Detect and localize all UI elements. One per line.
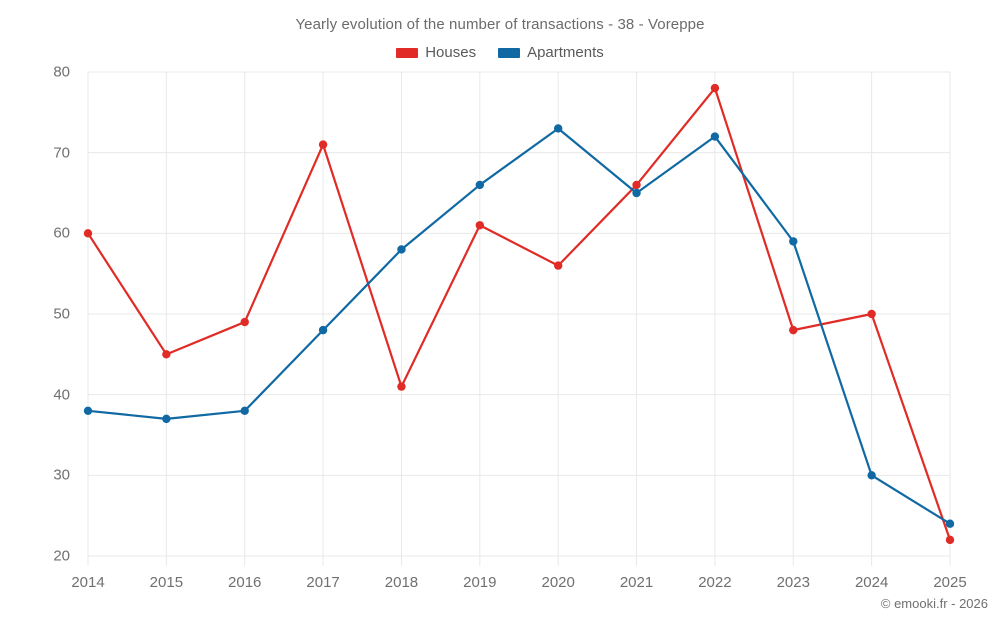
- y-axis-tick-label: 20: [53, 547, 70, 565]
- y-axis-tick-label: 60: [53, 224, 70, 242]
- data-point[interactable]: [475, 180, 485, 190]
- legend-swatch-houses: [396, 47, 419, 58]
- chart-legend: Houses Apartments: [0, 44, 1000, 61]
- data-point[interactable]: [710, 132, 720, 141]
- x-axis-tick-label: 2021: [619, 574, 654, 591]
- data-point[interactable]: [632, 180, 641, 190]
- data-point[interactable]: [553, 261, 563, 270]
- legend-item-apartments[interactable]: Apartments: [498, 44, 604, 61]
- y-axis-tick-label: 80: [53, 63, 70, 81]
- data-point[interactable]: [162, 350, 171, 359]
- x-axis-tick-label: 2023: [776, 574, 810, 591]
- data-point[interactable]: [162, 414, 171, 424]
- x-axis-tick-label: 2025: [933, 574, 967, 591]
- y-axis-tick-label: 50: [53, 305, 70, 323]
- credit-label: © emooki.fr - 2026: [880, 596, 988, 611]
- x-axis-tick-label: 2017: [306, 574, 340, 591]
- x-axis-tick-label: 2020: [541, 574, 575, 591]
- x-axis-tick-label: 2019: [463, 574, 497, 591]
- grid-lines: [87, 71, 951, 566]
- x-axis-tick-label: 2015: [149, 574, 184, 591]
- data-point[interactable]: [240, 317, 249, 327]
- series-lines: [86, 87, 952, 541]
- x-axis-tick-label: 2018: [384, 574, 419, 591]
- data-point[interactable]: [789, 325, 798, 335]
- data-point[interactable]: [397, 382, 406, 391]
- data-point[interactable]: [867, 309, 876, 319]
- data-point[interactable]: [240, 406, 249, 415]
- y-axis-tick-label: 30: [53, 466, 70, 484]
- x-axis-tick-label: 2022: [698, 574, 732, 591]
- data-point[interactable]: [553, 124, 563, 133]
- data-point[interactable]: [632, 188, 641, 198]
- series-line-apartments: [86, 127, 952, 525]
- chart-title: Yearly evolution of the number of transa…: [295, 16, 705, 33]
- x-axis-tick-label: 2024: [854, 574, 889, 591]
- data-point[interactable]: [867, 471, 876, 480]
- y-axis-tick-label: 40: [53, 386, 70, 404]
- series-markers: [83, 83, 955, 545]
- legend-label-apartments: Apartments: [527, 44, 604, 61]
- data-point[interactable]: [945, 535, 955, 545]
- data-point[interactable]: [397, 245, 406, 254]
- data-point[interactable]: [318, 325, 328, 335]
- y-axis-tick-label: 70: [53, 144, 70, 162]
- legend-swatch-apartments: [498, 47, 521, 58]
- data-point[interactable]: [83, 229, 93, 238]
- data-point[interactable]: [318, 140, 328, 149]
- data-point[interactable]: [710, 83, 720, 93]
- legend-item-houses[interactable]: Houses: [396, 44, 476, 61]
- series-line-houses: [86, 87, 952, 541]
- x-axis-tick-label: 2016: [228, 574, 262, 591]
- data-point[interactable]: [83, 406, 93, 415]
- x-axis-tick-label: 2014: [71, 574, 105, 591]
- data-point[interactable]: [945, 519, 955, 528]
- legend-label-houses: Houses: [425, 44, 477, 61]
- data-point[interactable]: [789, 237, 798, 246]
- data-point[interactable]: [475, 221, 485, 230]
